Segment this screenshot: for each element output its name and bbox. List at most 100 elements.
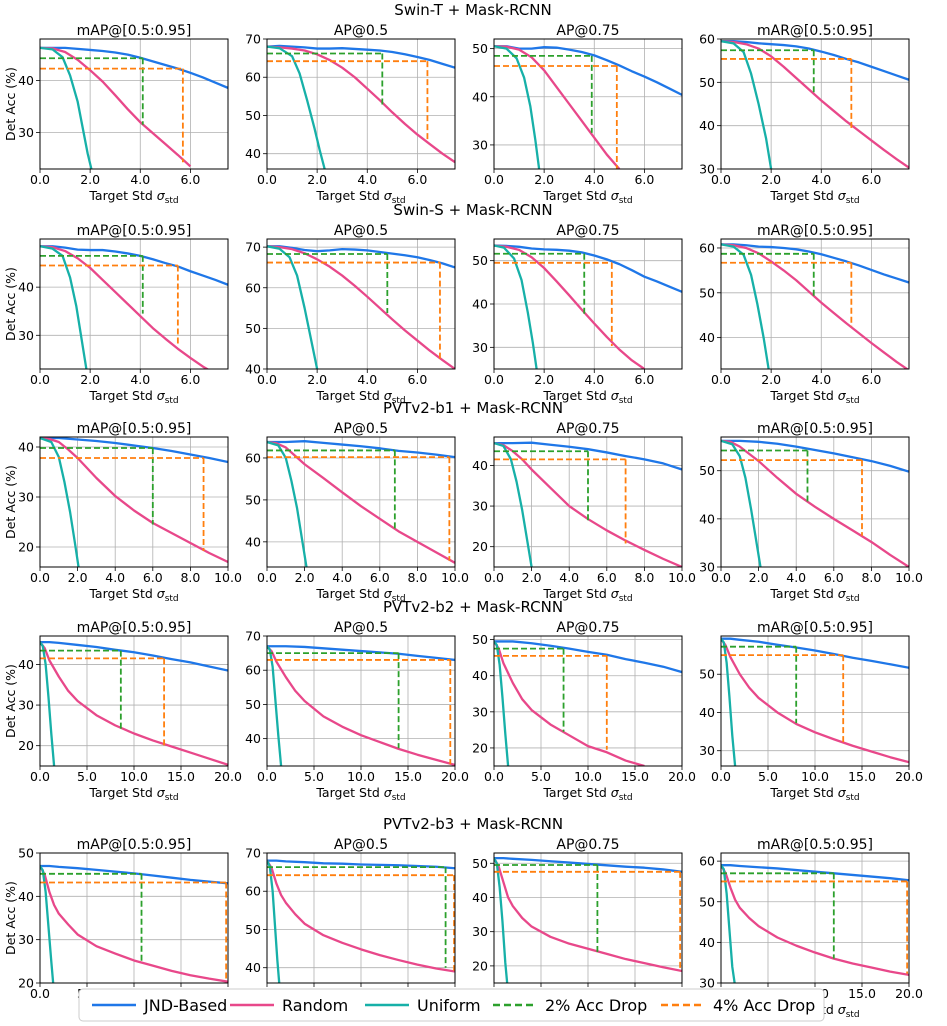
y-axis-label: Det Acc (%) [3, 67, 18, 141]
x-axis-label: Target Std σstd [769, 388, 859, 406]
x-axis-label-text: Target Std [315, 188, 383, 203]
x-tick-label: 6.0 [861, 372, 881, 387]
panel-title: AP@0.5 [334, 620, 388, 636]
series-group [494, 45, 682, 169]
series-group [494, 244, 682, 369]
y-tick-label: 30 [18, 125, 34, 140]
series-line-random [721, 40, 909, 169]
y-tick-label: 40 [245, 534, 261, 549]
x-tick-label: 0.0 [711, 172, 731, 187]
y-tick-label: 70 [245, 240, 261, 255]
series-line-uniform [721, 243, 770, 369]
panel: mAR@[0.5:0.95] 0.0 2.0 4.0 6.0 40 50 60 Target S… [699, 223, 910, 406]
chart-group-3: PVTv2-b2 + Mask-RCNN mAP@[0.5:0.95] 0.0 5.0… [3, 598, 923, 803]
series-line-uniform [267, 645, 283, 766]
x-tick-label: 5.0 [304, 769, 324, 784]
plot-frame [493, 635, 683, 767]
series-line-uniform [494, 45, 541, 169]
x-axis-subscript: std [619, 793, 633, 803]
y-tick-label: 50 [245, 492, 261, 507]
x-axis-subscript: std [846, 196, 860, 206]
series-line-random [721, 638, 909, 764]
series-line-uniform [40, 641, 56, 766]
series-line-uniform [494, 857, 509, 983]
y-tick-label: 50 [699, 75, 715, 90]
y-tick-label: 40 [18, 73, 34, 88]
y-tick-label: 60 [699, 240, 715, 255]
panel-title: mAP@[0.5:0.95] [77, 837, 192, 853]
x-axis-label-text: Target Std [88, 785, 156, 800]
x-axis-label-text: Target Std [769, 586, 837, 601]
x-axis-label: Target Std σstd [88, 188, 178, 206]
series-line-uniform [494, 640, 510, 766]
x-axis-label: Target Std σstd [769, 586, 859, 604]
x-axis-label: Target Std σstd [542, 586, 632, 604]
x-axis-label-text: Target Std [769, 388, 837, 403]
x-tick-label: 4.0 [584, 372, 604, 387]
series-line-uniform [494, 441, 533, 567]
x-axis-symbol: σ [384, 388, 393, 403]
y-tick-label: 20 [18, 976, 34, 991]
x-axis-label: Target Std σstd [542, 188, 632, 206]
panel: mAP@[0.5:0.95] 0.0 5.0 10.0 15.0 20.0 20 30 40 Ta… [3, 620, 242, 803]
x-tick-label: 2.0 [307, 372, 327, 387]
x-tick-label: 4.0 [332, 570, 352, 585]
x-axis-symbol: σ [611, 388, 620, 403]
y-tick-label: 40 [18, 280, 34, 295]
x-tick-label: 6.0 [634, 372, 654, 387]
x-tick-label: 5.0 [758, 769, 778, 784]
x-axis-symbol: σ [611, 188, 620, 203]
panel-title: mAP@[0.5:0.95] [77, 620, 192, 636]
x-tick-label: 10.0 [574, 769, 602, 784]
series-line-uniform [40, 437, 80, 567]
x-tick-label: 0.0 [484, 570, 504, 585]
y-tick-label: 50 [245, 108, 261, 123]
series-line-jnd-based [267, 440, 455, 459]
x-axis-subscript: std [846, 396, 860, 406]
y-tick-label: 60 [699, 854, 715, 869]
x-axis-label: Target Std σstd [88, 785, 178, 803]
plot-frame [39, 238, 229, 370]
legend-frame [78, 988, 825, 1022]
y-tick-label: 40 [472, 890, 488, 905]
x-axis-label-text: Target Std [315, 586, 383, 601]
plot-frame [266, 635, 456, 767]
series-line-random [40, 437, 228, 564]
series-group [267, 645, 455, 766]
x-tick-label: 0.0 [484, 769, 504, 784]
y-tick-label: 50 [699, 894, 715, 909]
series-line-jnd-based [40, 864, 228, 885]
panel-title: mAR@[0.5:0.95] [757, 837, 873, 853]
x-tick-label: 2.0 [80, 172, 100, 187]
x-axis-subscript: std [392, 594, 406, 604]
x-tick-label: 2.0 [534, 372, 554, 387]
panel: AP@0.75 0.0 2.0 4.0 6.0 30 40 50 Target Std σstd [472, 23, 683, 206]
y-tick-label: 20 [18, 738, 34, 753]
panel: mAR@[0.5:0.95] 0.0 2.0 4.0 6.0 30 40 50 60 Target… [699, 23, 910, 206]
y-tick-label: 60 [245, 663, 261, 678]
y-tick-label: 40 [18, 657, 34, 672]
x-tick-label: 15.0 [848, 986, 876, 1001]
x-axis-label-text: Target Std [769, 188, 837, 203]
x-axis-label: Target Std σstd [769, 785, 859, 803]
plot-frame [266, 38, 456, 170]
panel: AP@0.75 0.0 5.0 10.0 15.0 20.0 20 30 40 50 Target … [472, 620, 696, 803]
x-axis-label: Target Std σstd [315, 785, 405, 803]
plot-frame [266, 436, 456, 568]
panel-title: mAR@[0.5:0.95] [757, 620, 873, 636]
x-tick-label: 4.0 [130, 372, 150, 387]
x-axis-symbol: σ [384, 188, 393, 203]
x-tick-label: 0.0 [30, 172, 50, 187]
y-tick-label: 30 [699, 162, 715, 177]
panel-title: AP@0.75 [556, 23, 619, 39]
x-axis-subscript: std [165, 793, 179, 803]
y-axis-label: Det Acc (%) [3, 465, 18, 539]
x-tick-label: 6.0 [370, 570, 390, 585]
x-tick-label: 0.0 [484, 172, 504, 187]
y-tick-label: 40 [245, 146, 261, 161]
panel-title: mAR@[0.5:0.95] [757, 23, 873, 39]
x-tick-label: 0.0 [30, 372, 50, 387]
x-axis-subscript: std [619, 594, 633, 604]
panel: AP@0.5 0.0 2.0 4.0 6.0 40 50 60 70 Target Std σst… [245, 223, 456, 406]
series-line-jnd-based [721, 637, 909, 669]
